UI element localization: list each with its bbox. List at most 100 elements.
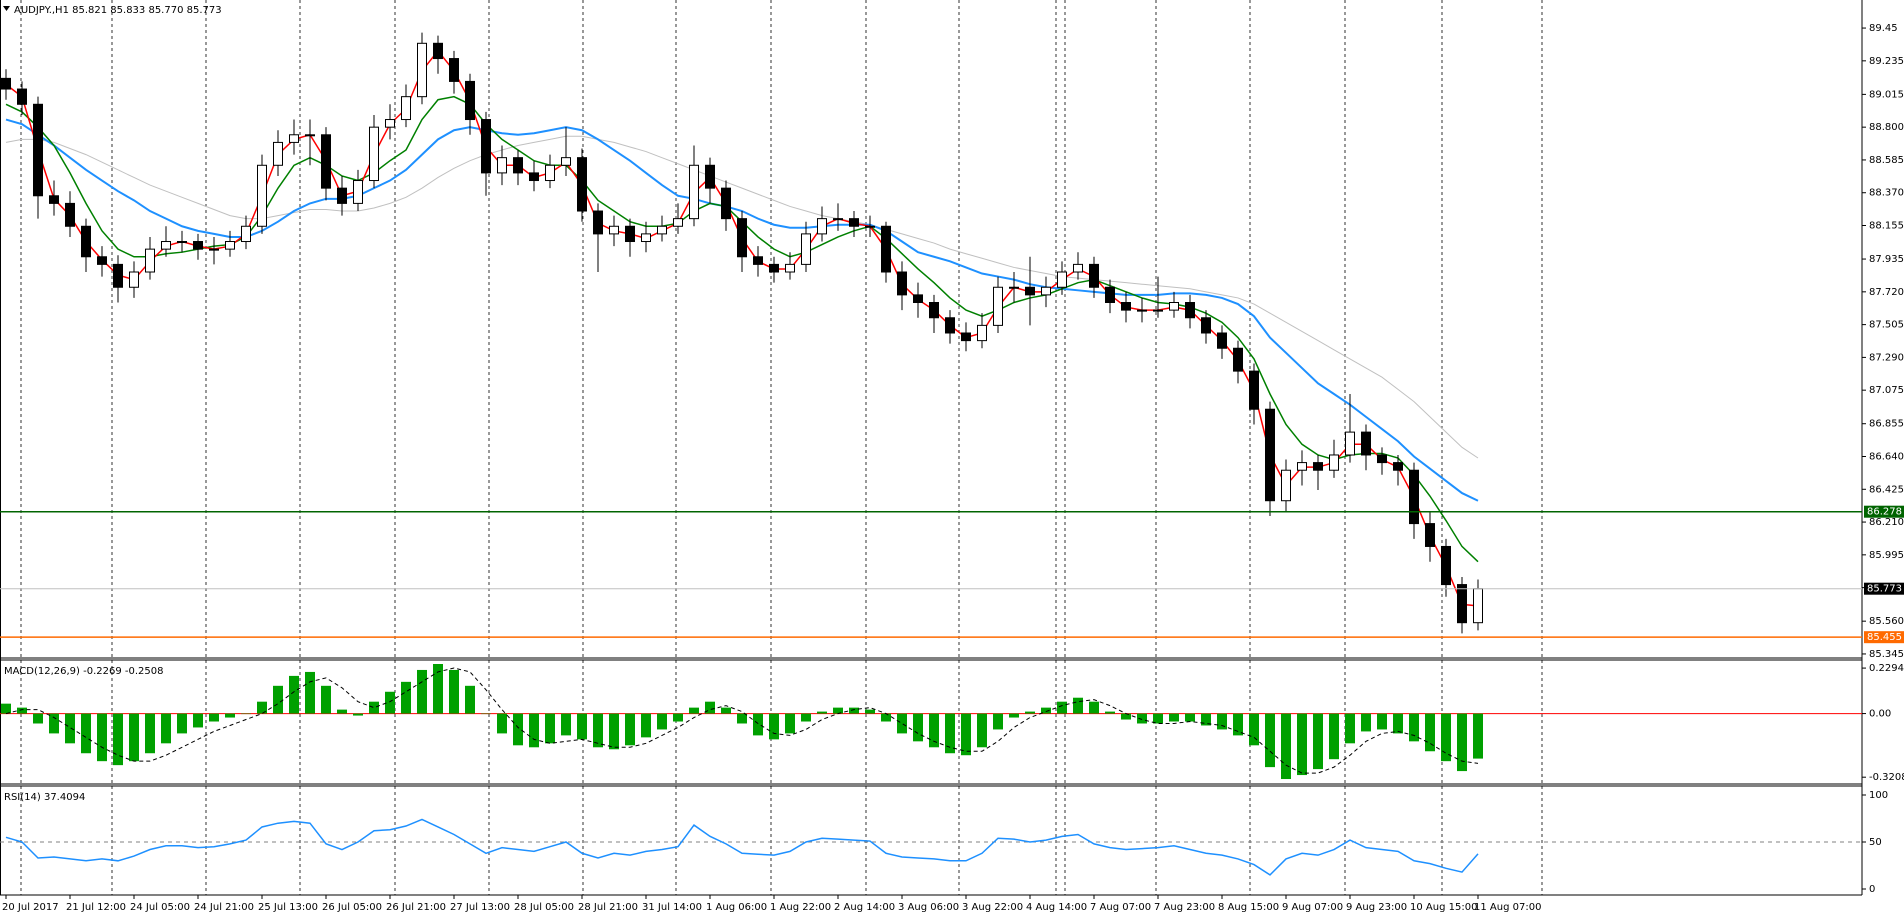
histogram-bar bbox=[305, 671, 315, 714]
candle-body bbox=[1, 77, 11, 90]
x-tick-label: 20 Jul 2017 bbox=[2, 902, 59, 913]
candle-body bbox=[1361, 431, 1371, 456]
histogram-bar bbox=[225, 713, 235, 718]
histogram-bar bbox=[1393, 713, 1403, 734]
candle-body bbox=[1009, 286, 1019, 289]
candle-body bbox=[913, 294, 923, 304]
candle-body bbox=[1233, 347, 1243, 372]
histogram-bar bbox=[1409, 713, 1419, 742]
candle-body bbox=[785, 263, 795, 273]
candle-body bbox=[673, 218, 683, 227]
histogram-bar bbox=[1441, 713, 1451, 762]
y-tick-label: 0 bbox=[1869, 884, 1875, 895]
y-tick-label: 85.995 bbox=[1869, 550, 1904, 561]
histogram-bar bbox=[913, 713, 923, 742]
histogram-bar bbox=[289, 675, 299, 714]
histogram-bar bbox=[1201, 713, 1211, 726]
histogram-bar bbox=[897, 713, 907, 734]
histogram-bar bbox=[1185, 713, 1195, 722]
histogram-bar bbox=[657, 713, 667, 730]
y-tick-label: 89.45 bbox=[1869, 23, 1898, 34]
histogram-bar bbox=[321, 685, 331, 714]
histogram-bar bbox=[273, 685, 283, 714]
x-tick-label: 31 Jul 14:00 bbox=[642, 902, 702, 913]
histogram-bar bbox=[737, 713, 747, 724]
y-tick-label: -0.3208 bbox=[1869, 772, 1904, 783]
y-tick-label: 0.00 bbox=[1869, 709, 1891, 720]
candle-body bbox=[129, 271, 139, 288]
histogram-bar bbox=[1169, 713, 1179, 722]
histogram-bar bbox=[481, 713, 491, 715]
panel-title: AUDJPY.,H1 85.821 85.833 85.770 85.773 bbox=[14, 5, 222, 16]
candle-body bbox=[977, 324, 987, 342]
histogram-bar bbox=[945, 713, 955, 754]
candle-body bbox=[497, 157, 507, 174]
candle-body bbox=[465, 80, 475, 121]
candle-body bbox=[769, 263, 779, 273]
y-tick-label: 86.640 bbox=[1869, 451, 1904, 462]
histogram-bar bbox=[529, 713, 539, 748]
candle-body bbox=[145, 248, 155, 273]
histogram-bar bbox=[1057, 701, 1067, 714]
histogram-bar bbox=[129, 713, 139, 762]
candle-body bbox=[1169, 302, 1179, 311]
histogram-bar bbox=[1137, 713, 1147, 724]
histogram-bar bbox=[497, 713, 507, 734]
candle-body bbox=[385, 119, 395, 128]
histogram-bar bbox=[1249, 713, 1259, 746]
moving-average bbox=[5, 135, 1479, 459]
histogram-bar bbox=[961, 713, 971, 756]
candle-body bbox=[561, 157, 571, 166]
histogram-bar bbox=[561, 713, 571, 736]
candle-body bbox=[833, 218, 843, 221]
y-tick-label: 89.235 bbox=[1869, 56, 1904, 67]
histogram-bar bbox=[1153, 713, 1163, 724]
candle-body bbox=[449, 58, 459, 82]
candle-body bbox=[1185, 302, 1195, 319]
histogram-bar bbox=[721, 707, 731, 714]
candle-body bbox=[593, 210, 603, 235]
candle-body bbox=[81, 225, 91, 258]
candle-body bbox=[1249, 370, 1259, 410]
histogram-bar bbox=[1025, 711, 1035, 714]
histogram-bar bbox=[1313, 713, 1323, 770]
histogram-bar bbox=[161, 713, 171, 744]
candle-body bbox=[241, 225, 251, 243]
y-tick-label: 0.2294 bbox=[1869, 663, 1904, 674]
x-tick-label: 3 Aug 22:00 bbox=[962, 902, 1023, 913]
candle-body bbox=[1201, 317, 1211, 334]
y-tick-label: 100 bbox=[1869, 790, 1888, 801]
x-tick-label: 10 Aug 15:00 bbox=[1410, 902, 1477, 913]
histogram-bar bbox=[849, 707, 859, 714]
candle-body bbox=[305, 134, 315, 137]
candle-body bbox=[353, 180, 363, 204]
histogram-bar bbox=[705, 701, 715, 714]
y-tick-label: 86.425 bbox=[1869, 484, 1904, 495]
histogram-bar bbox=[1361, 713, 1371, 732]
panel-title: MACD(12,26,9) -0.2269 -0.2508 bbox=[4, 666, 164, 677]
histogram-bar bbox=[625, 713, 635, 746]
candle-body bbox=[1153, 309, 1163, 312]
candle-body bbox=[865, 225, 875, 228]
price-label-box bbox=[1864, 631, 1904, 644]
histogram-bar bbox=[401, 681, 411, 714]
price-label: 85.455 bbox=[1867, 632, 1902, 643]
candle-body bbox=[529, 172, 539, 182]
x-tick-label: 9 Aug 07:00 bbox=[1282, 902, 1343, 913]
y-tick-label: 89.015 bbox=[1869, 89, 1904, 100]
candle-body bbox=[225, 241, 235, 250]
candle-body bbox=[1041, 286, 1051, 296]
histogram-bar bbox=[113, 713, 123, 766]
y-tick-label: 87.290 bbox=[1869, 352, 1904, 363]
candle-body bbox=[1105, 286, 1115, 304]
candle-body bbox=[657, 225, 667, 235]
candle-body bbox=[17, 88, 27, 105]
histogram-bar bbox=[929, 713, 939, 748]
histogram-bar bbox=[865, 709, 875, 714]
histogram-bar bbox=[433, 664, 443, 714]
candle-body bbox=[1441, 545, 1451, 586]
histogram-bar bbox=[177, 713, 187, 734]
y-tick-label: 88.155 bbox=[1869, 221, 1904, 232]
histogram-bar bbox=[881, 713, 891, 722]
